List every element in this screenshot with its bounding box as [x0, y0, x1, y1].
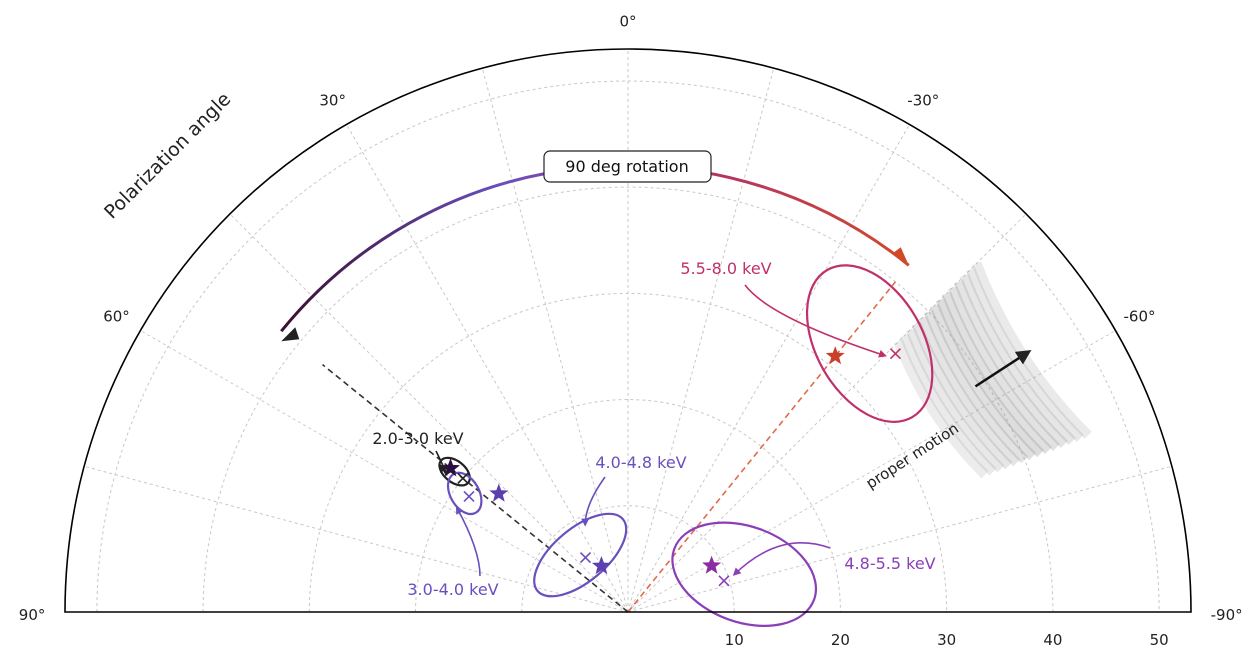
radial-tick-label: 10: [725, 631, 744, 649]
shade-band: [923, 309, 1029, 464]
angle-tick-label: 0°: [619, 12, 636, 30]
model-star-2: [489, 483, 509, 502]
rotation-label: 90 deg rotation: [565, 157, 688, 176]
angle-tick-label: -30°: [907, 92, 939, 110]
contour-2: [446, 471, 483, 516]
angle-tick-label: 30°: [319, 92, 346, 110]
grid-circle: [96, 81, 1160, 613]
angle-tick-label: 60°: [103, 308, 130, 326]
series-label-3: 4.0-4.8 keV: [595, 453, 686, 472]
radial-tick-label: 40: [1043, 631, 1062, 649]
grid-spoke: [229, 213, 629, 613]
series-label-2: 3.0-4.0 keV: [407, 580, 498, 599]
model-star-5: [825, 346, 845, 365]
pointer-arrow-3: [581, 476, 606, 527]
pointer-arrow-2: [455, 505, 481, 577]
radial-tick-label: 20: [831, 631, 850, 649]
angle-tick-label: -90°: [1211, 606, 1243, 624]
rotation-arrowhead-right: [892, 247, 909, 266]
measured-marker-5: [889, 348, 902, 360]
shade-band: [905, 327, 1005, 473]
measured-marker-3: [579, 552, 592, 564]
measured-marker-4: [718, 575, 730, 587]
shade-band: [893, 339, 989, 479]
annotation-layer: [435, 284, 1032, 577]
shade-band: [917, 315, 1021, 467]
pointer-arrow-5: [744, 284, 887, 358]
grid-spoke: [84, 465, 629, 613]
measured-marker-1: [457, 472, 469, 484]
grid-spoke: [627, 68, 775, 613]
contour-5: [805, 264, 934, 423]
rotation-arrowhead-left: [281, 327, 300, 342]
grid-circle: [415, 399, 841, 613]
proper-motion-label: proper motion: [863, 419, 962, 492]
shade-band: [911, 321, 1013, 470]
reference-line: [322, 364, 629, 613]
grid-spoke: [481, 68, 629, 613]
series-label-4: 4.8-5.5 keV: [844, 554, 935, 573]
grid-circle: [202, 186, 1054, 613]
grid-circle: [521, 505, 735, 613]
radial-tick-label: 50: [1150, 631, 1169, 649]
rotation-arc: [280, 164, 910, 333]
pointer-arrow-1: [435, 450, 448, 476]
grid-spoke: [140, 330, 629, 613]
contours: [438, 264, 934, 627]
radial-tick-label: 30: [937, 631, 956, 649]
markers: [441, 346, 902, 587]
series-label-5: 5.5-8.0 keV: [680, 259, 771, 278]
polar-frame: [64, 48, 1192, 613]
shade-band: [899, 333, 997, 476]
proper-motion-arrow: [974, 350, 1032, 388]
model-star-4: [702, 555, 722, 574]
contour-4: [671, 521, 818, 627]
measured-marker-2: [463, 490, 475, 503]
model-star-3: [591, 556, 611, 575]
angle-tick-label: -60°: [1123, 308, 1155, 326]
angle-tick-label: 90°: [19, 606, 46, 624]
grid-spoke: [627, 124, 910, 613]
grid-spoke: [627, 330, 1116, 613]
grid-layer: [84, 49, 1172, 613]
grid-spoke: [346, 124, 629, 613]
model-star-1: [441, 458, 460, 477]
rotation-label-box: 90 deg rotation: [543, 150, 712, 183]
angle-axis-label: Polarization angle: [100, 88, 235, 223]
series-label-1: 2.0-3.0 keV: [372, 429, 463, 448]
grid-spoke: [627, 465, 1172, 613]
grid-spoke: [627, 213, 1027, 613]
rotation-arc-layer: [280, 164, 910, 342]
contour-3: [533, 512, 628, 598]
tick-labels: 10 20 30 40 50 90° 60° 30° 0° -30° -60° -90°: [19, 12, 1243, 649]
pointer-arrow-4: [732, 542, 831, 576]
